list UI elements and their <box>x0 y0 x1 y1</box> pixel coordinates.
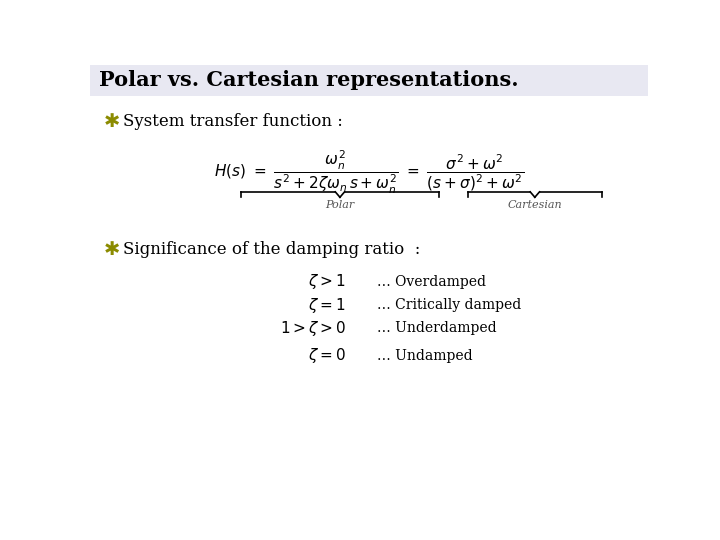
Text: $1 > \zeta > 0$: $1 > \zeta > 0$ <box>279 319 346 338</box>
Text: Cartesian: Cartesian <box>508 200 562 210</box>
Text: $\zeta = 0$: $\zeta = 0$ <box>308 346 346 366</box>
Text: Polar vs. Cartesian representations.: Polar vs. Cartesian representations. <box>99 70 519 90</box>
Text: System transfer function :: System transfer function : <box>122 113 343 130</box>
Text: ✱: ✱ <box>104 112 120 131</box>
Text: $H(s) \ = \ \dfrac{\omega_n^2}{s^2 + 2\zeta\omega_n\, s + \omega_n^2}\ = \ \dfra: $H(s) \ = \ \dfrac{\omega_n^2}{s^2 + 2\z… <box>214 149 524 196</box>
Text: … Overdamped: … Overdamped <box>377 275 486 289</box>
Text: … Underdamped: … Underdamped <box>377 321 496 335</box>
Text: … Undamped: … Undamped <box>377 349 472 363</box>
Text: ✱: ✱ <box>104 240 120 259</box>
Bar <box>90 65 648 96</box>
Text: $\zeta = 1$: $\zeta = 1$ <box>308 295 346 314</box>
Text: Significance of the damping ratio  :: Significance of the damping ratio : <box>122 241 420 258</box>
Text: … Critically damped: … Critically damped <box>377 298 521 312</box>
Text: $\zeta > 1$: $\zeta > 1$ <box>308 273 346 292</box>
Text: Polar: Polar <box>325 200 354 210</box>
